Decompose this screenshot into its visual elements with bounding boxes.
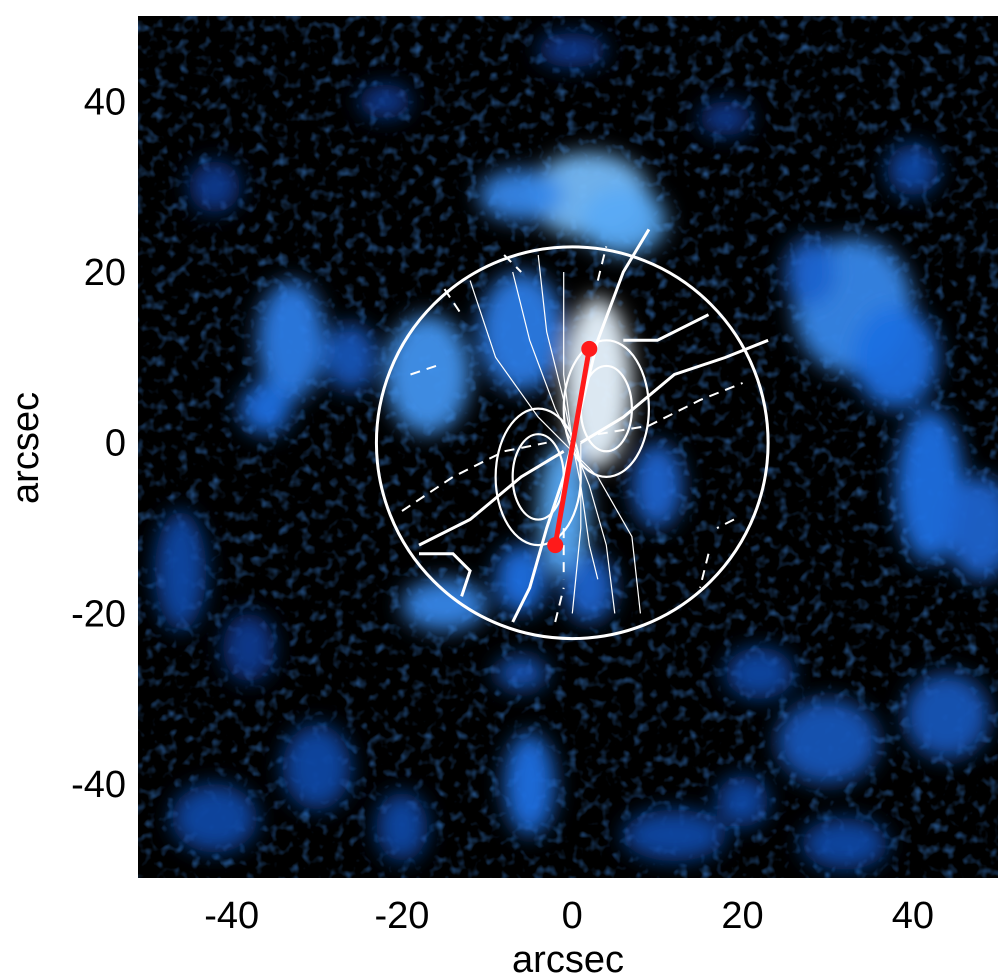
- negative-contour-line: [410, 364, 437, 376]
- x-tick-label: -40: [204, 895, 259, 937]
- segment-endpoint-north: [581, 340, 598, 357]
- x-tick-label: -20: [374, 895, 429, 937]
- emission-patch: [904, 673, 990, 759]
- negative-contour-line: [554, 587, 565, 623]
- emission-patch: [538, 33, 607, 68]
- y-tick-label: 20: [84, 252, 126, 294]
- emission-patch: [776, 698, 879, 785]
- field-of-view-circle: [374, 245, 770, 641]
- y-tick-label: -20: [71, 593, 126, 635]
- emission-patch: [478, 169, 564, 221]
- y-tick-label: 0: [105, 423, 126, 465]
- negative-contour-line: [597, 382, 743, 436]
- emission-patch: [478, 272, 564, 392]
- field-contour-line: [563, 272, 573, 443]
- positive-contour-line: [418, 450, 565, 547]
- emission-patch: [725, 647, 794, 699]
- field-contour-line: [469, 280, 641, 614]
- contour-lobe: [562, 339, 650, 478]
- x-axis-ticks: -40 -20 0 20 40: [204, 895, 934, 937]
- emission-patch: [580, 186, 666, 255]
- emission-patch: [401, 579, 488, 631]
- x-axis-label: arcsec: [512, 939, 624, 980]
- emission-patch: [189, 161, 241, 213]
- positive-contour-line: [580, 338, 769, 444]
- x-tick-label: 0: [562, 895, 583, 937]
- positive-contour-line: [419, 552, 472, 597]
- emission-patch: [325, 323, 377, 392]
- emission-patch: [785, 237, 837, 307]
- emission-patch: [384, 314, 471, 435]
- emission-patch: [240, 382, 292, 435]
- emission-patch: [623, 809, 726, 861]
- emission-patch: [631, 442, 683, 529]
- emission-patch: [504, 732, 556, 836]
- negative-contour-line: [596, 246, 608, 281]
- contour-lobe: [494, 407, 582, 547]
- polarity-axis-segment: [547, 340, 598, 554]
- y-axis-label: arcsec: [5, 392, 47, 504]
- emission-patch: [895, 408, 964, 563]
- emission-patch: [495, 545, 547, 614]
- emission-patch: [359, 84, 411, 119]
- emission-patch: [946, 476, 998, 580]
- negative-contour-line: [401, 441, 547, 512]
- emission-patch: [563, 553, 615, 622]
- emission-patch: [172, 784, 258, 853]
- emission-patch: [699, 101, 752, 136]
- plot-area: [138, 16, 998, 878]
- y-tick-label: 40: [84, 81, 126, 123]
- negative-contour-line: [716, 518, 735, 529]
- emission-patch: [155, 511, 207, 631]
- y-axis-ticks: 40 20 0 -20 -40: [71, 81, 126, 806]
- y-tick-label: -40: [71, 764, 126, 806]
- emission-patch: [257, 280, 326, 401]
- emission-patch: [717, 775, 769, 827]
- emission-patch: [376, 792, 428, 861]
- x-tick-label: 40: [892, 895, 934, 937]
- emission-patch: [802, 818, 888, 870]
- emission-patch: [282, 724, 351, 810]
- emission-patch: [563, 297, 632, 469]
- x-tick-label: 20: [721, 895, 763, 937]
- negative-contour-line: [699, 553, 710, 589]
- emission-patch: [853, 306, 939, 409]
- positive-contour-line: [623, 313, 710, 342]
- segment-endpoint-south: [547, 537, 564, 554]
- segment-line: [552, 348, 592, 546]
- emission-patch: [887, 144, 939, 196]
- emission-patch: [495, 656, 547, 691]
- emission-patch: [223, 613, 275, 682]
